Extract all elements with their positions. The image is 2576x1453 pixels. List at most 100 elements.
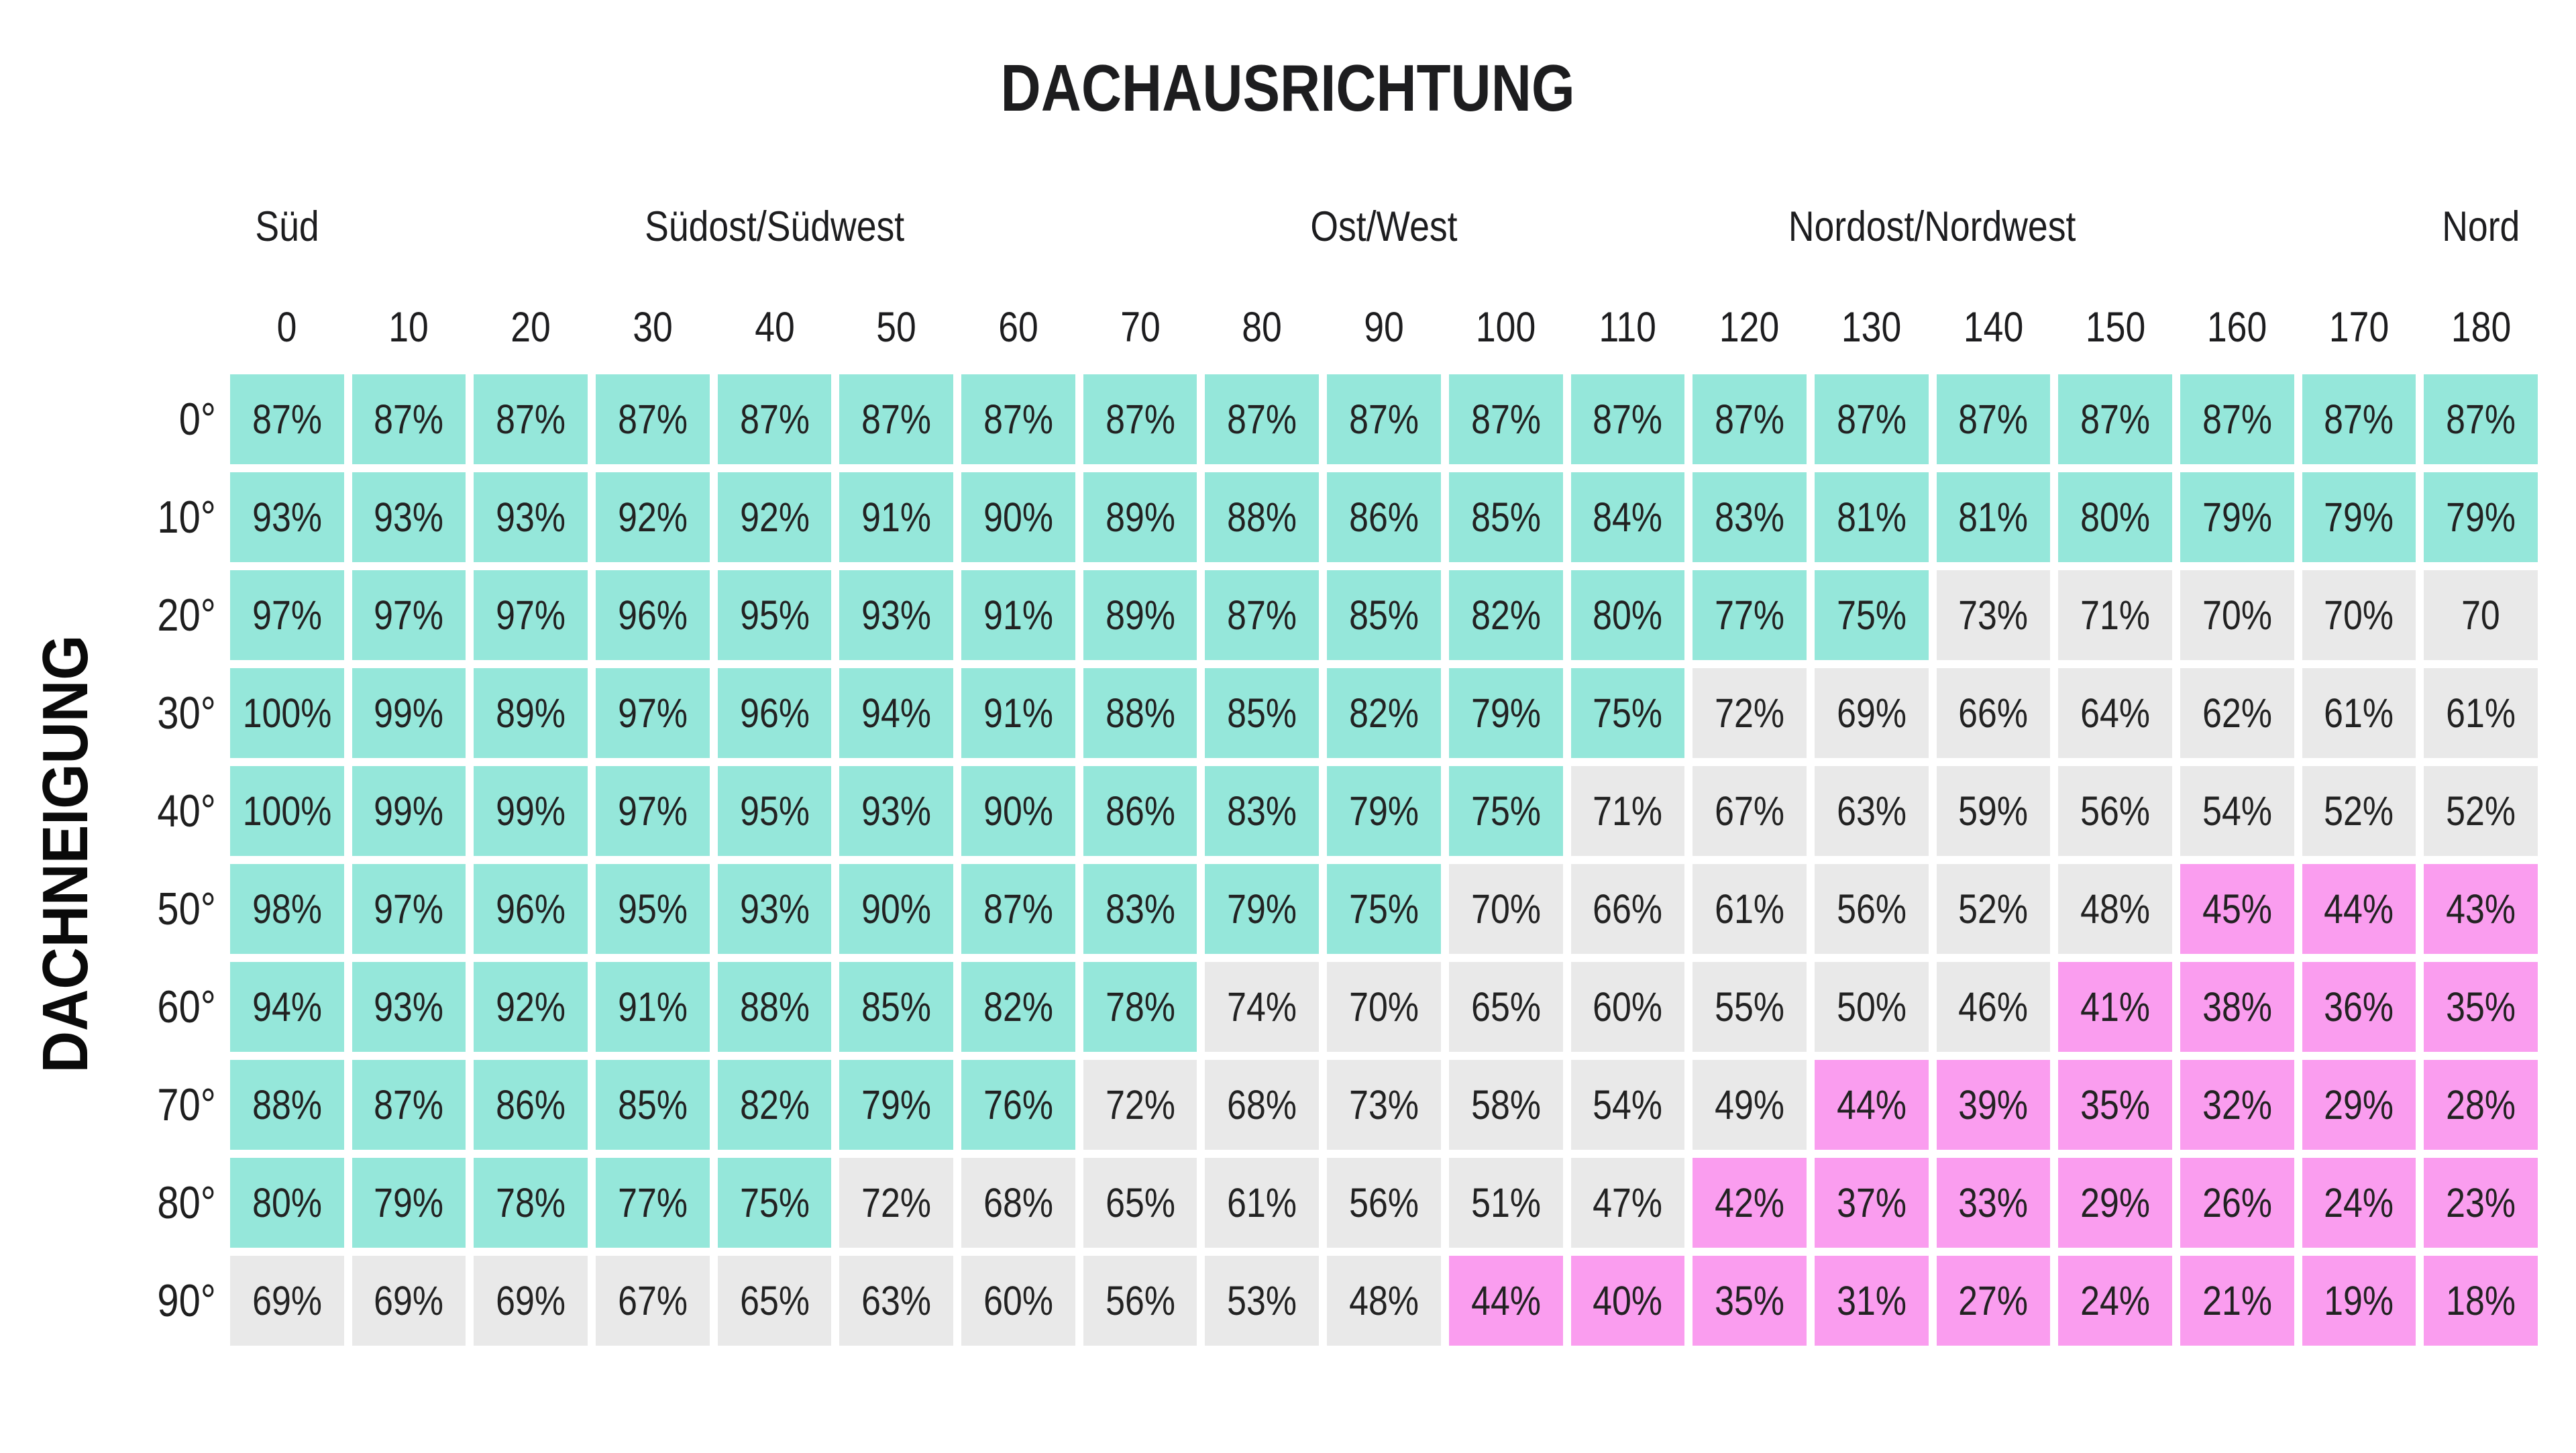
heatmap-cell-text: 68%: [1227, 1082, 1297, 1128]
heatmap-cell: 87%: [2058, 374, 2172, 464]
heatmap-cell: 92%: [717, 472, 832, 562]
heatmap-cell-text: 48%: [2080, 886, 2150, 932]
heatmap-cell-text: 85%: [1470, 494, 1541, 540]
heatmap-cell-text: 69%: [252, 1278, 322, 1324]
heatmap-cell: 93%: [230, 472, 344, 562]
heatmap-cell-text: 87%: [374, 396, 444, 442]
heatmap-cell-text: 54%: [2202, 788, 2272, 834]
heatmap-cell-text: 80%: [2080, 494, 2150, 540]
heatmap-cell: 74%: [1205, 962, 1320, 1052]
heatmap-cell-text: 83%: [1715, 494, 1784, 540]
column-header-text: 40: [754, 304, 795, 351]
heatmap-cell: 72%: [1083, 1060, 1197, 1150]
heatmap-cell: 69%: [1814, 668, 1929, 758]
column-header: 90: [1327, 297, 1441, 358]
column-group-label: Nordost/Nordwest: [1571, 193, 2294, 260]
heatmap-cell-text: 61%: [2324, 690, 2394, 736]
heatmap-cell-text: 75%: [739, 1180, 810, 1226]
heatmap-cell: 87%: [352, 1060, 466, 1150]
heatmap-cell-text: 77%: [618, 1180, 688, 1226]
heatmap-cell-text: 86%: [1349, 494, 1419, 540]
heatmap-cell-text: 66%: [1593, 886, 1663, 932]
heatmap-cell: 87%: [2180, 374, 2294, 464]
heatmap-cell: 79%: [2180, 472, 2294, 562]
heatmap-cell-text: 87%: [1105, 396, 1175, 442]
row-header: 30°: [0, 668, 216, 758]
heatmap-cell-text: 65%: [1470, 984, 1541, 1030]
heatmap-cell: 88%: [1083, 668, 1197, 758]
heatmap-cell: 87%: [596, 374, 710, 464]
heatmap-cell: 59%: [1936, 766, 2051, 856]
heatmap-cell-text: 87%: [983, 886, 1053, 932]
heatmap-cell: 38%: [2180, 962, 2294, 1052]
heatmap-cell: 44%: [1448, 1256, 1563, 1346]
heatmap-cell: 32%: [2180, 1060, 2294, 1150]
heatmap-cell-text: 85%: [861, 984, 932, 1030]
heatmap-cell-text: 93%: [739, 886, 810, 932]
heatmap-cell-text: 35%: [2446, 984, 2516, 1030]
heatmap-cell-text: 79%: [1227, 886, 1297, 932]
heatmap-cell-text: 93%: [374, 984, 444, 1030]
heatmap-cell-text: 69%: [1836, 690, 1907, 736]
heatmap-cell: 47%: [1570, 1158, 1685, 1248]
heatmap-cell: 85%: [1448, 472, 1563, 562]
heatmap-cell-text: 95%: [739, 788, 810, 834]
heatmap-cell-text: 73%: [1349, 1082, 1419, 1128]
heatmap-cell: 29%: [2058, 1158, 2172, 1248]
heatmap-cell: 88%: [717, 962, 832, 1052]
column-header-text: 180: [2451, 304, 2511, 351]
heatmap-cell: 48%: [1327, 1256, 1441, 1346]
heatmap-cell-text: 87%: [1593, 396, 1663, 442]
heatmap-cell: 44%: [1814, 1060, 1929, 1150]
heatmap-cell: 78%: [474, 1158, 588, 1248]
column-group-label: Südost/Südwest: [352, 193, 1197, 260]
heatmap-cell-text: 87%: [739, 396, 810, 442]
heatmap-cell: 95%: [717, 570, 832, 660]
heatmap-cell-text: 82%: [1349, 690, 1419, 736]
heatmap-cell: 87%: [961, 864, 1075, 954]
heatmap-cell-text: 77%: [1715, 592, 1784, 638]
heatmap-cell: 87%: [2424, 374, 2538, 464]
heatmap-cell-text: 26%: [2202, 1180, 2272, 1226]
column-header: 40: [718, 297, 832, 358]
heatmap-cell-text: 75%: [1349, 886, 1419, 932]
heatmap-cell: 90%: [961, 766, 1075, 856]
heatmap-cell: 61%: [2302, 668, 2416, 758]
heatmap-cell: 66%: [1936, 668, 2051, 758]
heatmap-cell: 96%: [717, 668, 832, 758]
heatmap-cell: 61%: [1205, 1158, 1320, 1248]
heatmap-cell: 89%: [1083, 570, 1197, 660]
heatmap-cell: 49%: [1693, 1060, 1807, 1150]
heatmap-cell-text: 88%: [252, 1082, 322, 1128]
heatmap-cell: 45%: [2180, 864, 2294, 954]
heatmap-cell: 97%: [474, 570, 588, 660]
heatmap-cell-text: 46%: [1958, 984, 2029, 1030]
heatmap-cell-text: 35%: [2080, 1082, 2150, 1128]
heatmap-cell: 95%: [596, 864, 710, 954]
heatmap-cell-text: 91%: [983, 592, 1053, 638]
column-header: 160: [2180, 297, 2294, 358]
heatmap-cell-text: 44%: [1470, 1278, 1541, 1324]
heatmap-cell-text: 96%: [739, 690, 810, 736]
heatmap-cell-text: 89%: [496, 690, 566, 736]
heatmap-cell: 53%: [1205, 1256, 1320, 1346]
heatmap-cell: 81%: [1936, 472, 2051, 562]
column-group-label-text: Ost/West: [1310, 203, 1458, 250]
column-header: 110: [1571, 297, 1685, 358]
heatmap-cell-text: 87%: [1349, 396, 1419, 442]
heatmap-cell-text: 72%: [861, 1180, 932, 1226]
heatmap-cell-text: 75%: [1836, 592, 1907, 638]
heatmap-cell: 72%: [1693, 668, 1807, 758]
heatmap-cell-text: 73%: [1958, 592, 2029, 638]
heatmap-cell: 95%: [717, 766, 832, 856]
heatmap-cell: 89%: [1083, 472, 1197, 562]
heatmap-cell-text: 65%: [1105, 1180, 1175, 1226]
heatmap-cell: 68%: [1205, 1060, 1320, 1150]
heatmap-cell: 87%: [474, 374, 588, 464]
heatmap-cell: 26%: [2180, 1158, 2294, 1248]
heatmap-cell-text: 74%: [1227, 984, 1297, 1030]
heatmap-cell: 86%: [474, 1060, 588, 1150]
heatmap-cell: 88%: [1205, 472, 1320, 562]
heatmap-cell-text: 85%: [1349, 592, 1419, 638]
